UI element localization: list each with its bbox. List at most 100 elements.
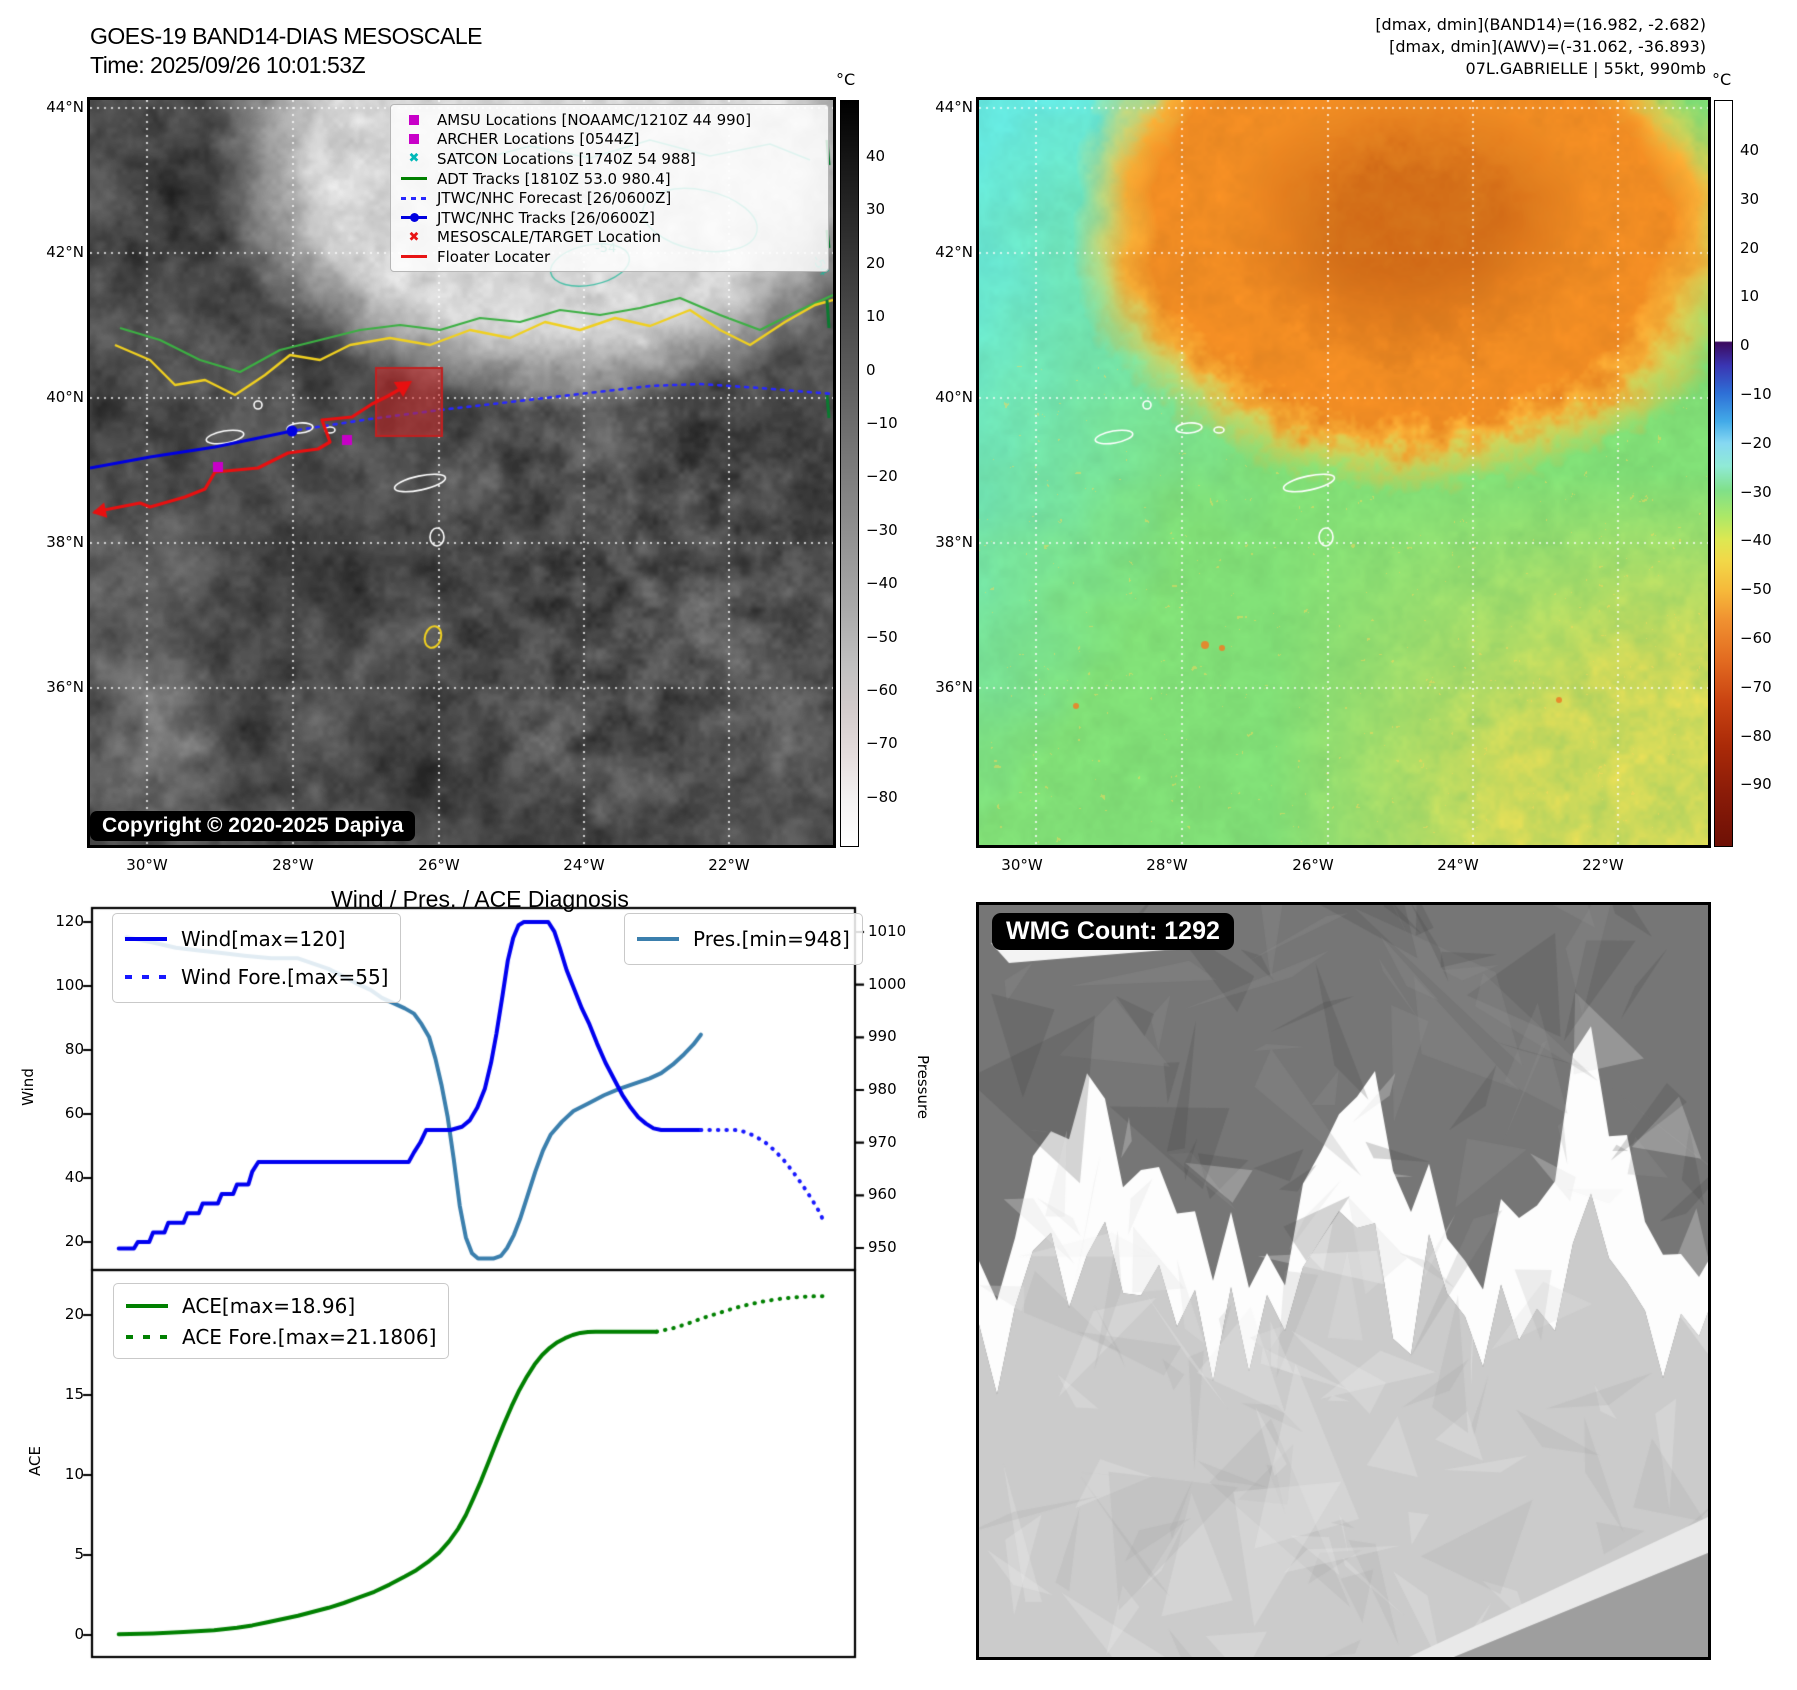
dmax-dmin-awv: [dmax, dmin](AWV)=(-31.062, -36.893) [1389, 37, 1706, 56]
wind-ytick: 40 [64, 1168, 84, 1186]
linedot-marker-icon [391, 213, 437, 223]
map-legend-label: MESOSCALE/TARGET Location [437, 228, 662, 247]
ace-ytick: 5 [74, 1545, 84, 1563]
chart-legend-label: Wind Fore.[max=55] [181, 965, 389, 989]
line-marker-icon [391, 255, 437, 259]
left-map-xtick: 24°W [563, 856, 605, 874]
band14-colorbar-tick: −60 [866, 681, 898, 699]
awv-colorbar-tick: −50 [1740, 580, 1772, 599]
right-map-xtick: 26°W [1292, 856, 1334, 874]
square-marker-icon [391, 114, 437, 125]
wind-ytick: 100 [55, 976, 84, 994]
right-map-xtick: 24°W [1437, 856, 1479, 874]
map-legend-label: SATCON Locations [1740Z 54 988] [437, 149, 696, 168]
map-legend-item: ✖ SATCON Locations [1740Z 54 988] [391, 149, 828, 169]
copyright-badge: Copyright © 2020-2025 Dapiya [90, 811, 416, 841]
ace-ytick: 20 [64, 1305, 84, 1323]
chart-legend-label: Wind[max=120] [181, 927, 346, 951]
map-legend-item: JTWC/NHC Forecast [26/0600Z] [391, 188, 828, 208]
pressure-axis-label: Pressure [914, 1054, 932, 1120]
wmg-panel [976, 902, 1711, 1660]
awv-colorbar-unit: °C [1712, 70, 1732, 89]
line-swatch-icon [125, 937, 167, 941]
x-marker-icon: ✖ [408, 151, 420, 167]
awv-colorbar-tick: 20 [1740, 238, 1760, 257]
ace-ytick: 10 [64, 1465, 84, 1483]
awv-colorbar-tick: −30 [1740, 482, 1772, 501]
pressure-legend: Pres.[min=948] [624, 913, 863, 965]
chart-legend-label: ACE[max=18.96] [182, 1293, 356, 1318]
page-title: GOES-19 BAND14-DIAS MESOSCALE Time: 2025… [90, 22, 482, 80]
pressure-ytick: 980 [868, 1080, 897, 1098]
left-map-ytick: 38°N [46, 533, 84, 551]
awv-difference-image [979, 100, 1708, 845]
awv-map-panel [976, 97, 1711, 848]
right-map-ytick: 40°N [935, 388, 973, 406]
wind-ytick: 120 [55, 912, 84, 930]
chart-legend-label: ACE Fore.[max=21.1806] [182, 1324, 437, 1349]
map-legend-label: ADT Tracks [1810Z 53.0 980.4] [437, 169, 671, 188]
wind-ytick: 80 [64, 1040, 84, 1058]
right-map-ytick: 36°N [935, 678, 973, 696]
band14-colorbar-tick: −40 [866, 574, 898, 593]
right-map-xtick: 30°W [1001, 856, 1043, 874]
wind-legend: Wind[max=120] Wind Fore.[max=55] [112, 913, 402, 1003]
pressure-ytick: 990 [868, 1027, 897, 1046]
left-map-xtick: 26°W [418, 856, 460, 874]
pressure-ytick: 960 [868, 1185, 897, 1204]
band14-colorbar-unit: °C [836, 70, 856, 89]
awv-colorbar-tick: −40 [1740, 531, 1772, 550]
right-map-xtick: 28°W [1146, 856, 1188, 874]
band14-colorbar-tick: 0 [866, 360, 876, 379]
dotted-line-swatch-icon [125, 975, 167, 979]
map-legend-item: AMSU Locations [NOAAMC/1210Z 44 990] [391, 110, 828, 130]
pressure-ytick: 970 [868, 1132, 897, 1151]
wind-ytick: 20 [64, 1232, 84, 1250]
chart-legend-label: Pres.[min=948] [693, 927, 850, 951]
ace-axis-label: ACE [26, 1446, 44, 1476]
ace-ytick: 15 [64, 1385, 84, 1403]
left-map-xtick: 22°W [708, 856, 750, 874]
chart-legend-item: ACE Fore.[max=21.1806] [126, 1321, 436, 1352]
left-map-xtick: 30°W [126, 856, 168, 874]
map-legend-item: ✖ MESOSCALE/TARGET Location [391, 228, 828, 248]
awv-colorbar-tick: −70 [1740, 677, 1772, 696]
pressure-ytick: 1010 [868, 922, 907, 940]
chart-legend-item: Wind[max=120] [125, 920, 388, 958]
awv-colorbar-tick: 0 [1740, 336, 1750, 355]
line-swatch-icon [637, 937, 679, 941]
map-legend-label: JTWC/NHC Forecast [26/0600Z] [437, 189, 672, 208]
storm-id-intensity: 07L.GABRIELLE | 55kt, 990mb [1465, 59, 1706, 78]
left-map-ytick: 42°N [46, 243, 84, 261]
band14-colorbar [840, 100, 859, 847]
left-map-ytick: 40°N [46, 388, 84, 406]
awv-colorbar-tick: −20 [1740, 433, 1772, 452]
awv-colorbar-tick: 40 [1740, 141, 1760, 159]
band14-colorbar-tick: 30 [866, 200, 886, 219]
map-legend-item: ARCHER Locations [0544Z] [391, 130, 828, 150]
timestamp: Time: 2025/09/26 10:01:53Z [90, 52, 366, 78]
band14-colorbar-tick: 10 [866, 307, 886, 326]
wmg-image [979, 905, 1708, 1657]
band14-colorbar-tick: −20 [866, 467, 898, 486]
map-legend-label: AMSU Locations [NOAAMC/1210Z 44 990] [437, 110, 752, 129]
band14-colorbar-tick: 20 [866, 253, 886, 272]
awv-colorbar-tick: −10 [1740, 385, 1772, 403]
right-map-ytick: 42°N [935, 243, 973, 261]
awv-colorbar-tick: −80 [1740, 726, 1772, 745]
chart-legend-item: ACE[max=18.96] [126, 1290, 436, 1321]
wmg-count-badge: WMG Count: 1292 [992, 913, 1234, 950]
square-marker-icon [391, 134, 437, 145]
map-legend-label: ARCHER Locations [0544Z] [437, 130, 640, 149]
right-map-ytick: 44°N [935, 98, 973, 116]
band14-colorbar-tick: −50 [866, 627, 898, 646]
awv-colorbar-tick: −60 [1740, 629, 1772, 647]
dotted-line-swatch-icon [126, 1334, 168, 1339]
map-legend-label: Floater Locater [437, 247, 551, 266]
band14-colorbar-tick: −70 [866, 734, 898, 753]
right-map-ytick: 38°N [935, 533, 973, 551]
wind-ytick: 60 [64, 1104, 84, 1122]
chart-legend-item: Wind Fore.[max=55] [125, 958, 388, 996]
left-map-ytick: 44°N [46, 98, 84, 116]
